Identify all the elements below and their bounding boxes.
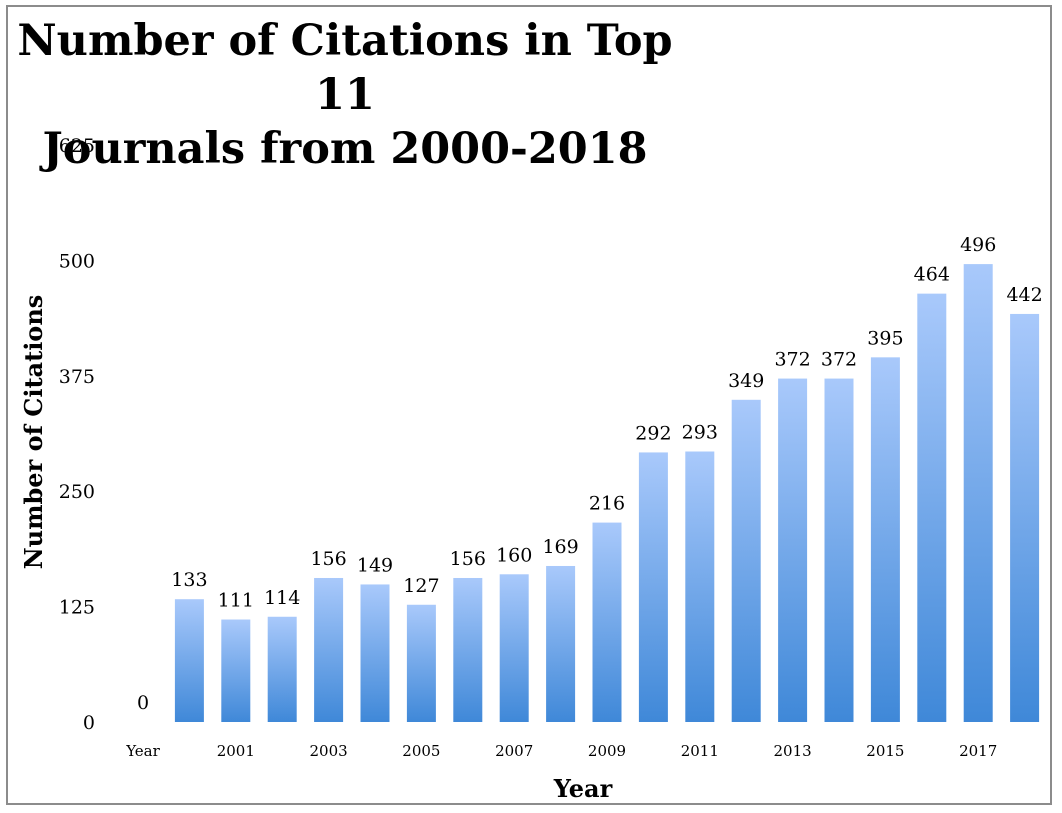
data-label-2013: 372 <box>774 349 810 371</box>
bar-2002 <box>267 616 297 722</box>
x-tick-label: Year <box>125 742 160 760</box>
bar-2001 <box>221 619 251 722</box>
data-label-Year: 0 <box>137 692 149 714</box>
x-tick-label: 2017 <box>959 742 997 760</box>
y-tick-label: 500 <box>59 250 95 272</box>
bar-2000 <box>174 599 204 722</box>
y-tick-label: 250 <box>59 481 95 503</box>
data-label-2011: 293 <box>682 422 718 444</box>
data-label-2015: 395 <box>867 327 903 349</box>
bar-2015 <box>870 357 900 722</box>
y-axis-ticks: 0 125 250 375 500 625 <box>59 135 95 734</box>
chart-title-line-1: Number of Citations in Top 11 <box>17 16 673 120</box>
bar-2010 <box>638 452 668 722</box>
chart-title: Number of Citations in Top 11 Journals f… <box>0 14 690 176</box>
bar-2017 <box>963 264 993 722</box>
data-label-2009: 216 <box>589 493 625 515</box>
data-labels: 0 133 111 114 156 149 127 156 160 169 216 292 293 349… <box>137 234 1043 714</box>
bars <box>174 264 1040 722</box>
data-label-2007: 160 <box>496 544 532 566</box>
data-label-2017: 496 <box>960 234 996 256</box>
bar-2013 <box>778 378 808 722</box>
bar-2005 <box>406 604 436 722</box>
y-tick-label: 125 <box>59 597 95 619</box>
data-label-2008: 169 <box>542 536 578 558</box>
data-label-2001: 111 <box>218 590 254 612</box>
y-tick-label: 375 <box>59 366 95 388</box>
x-tick-label: 2013 <box>774 742 812 760</box>
bar-2012 <box>731 399 761 722</box>
x-axis-ticks: Year 2001 2003 2005 2007 2009 2011 2013 2015 2017 <box>125 742 997 760</box>
y-tick-label: 0 <box>83 712 95 734</box>
x-axis-title: Year <box>553 774 613 803</box>
bar-2008 <box>546 565 576 722</box>
bar-2011 <box>685 451 715 722</box>
bar-2014 <box>824 378 854 722</box>
x-tick-label: 2005 <box>402 742 440 760</box>
data-label-2010: 292 <box>635 422 671 444</box>
bar-2003 <box>314 577 344 722</box>
x-tick-label: 2011 <box>681 742 719 760</box>
data-label-2005: 127 <box>403 575 439 597</box>
x-tick-label: 2001 <box>217 742 255 760</box>
bar-2016 <box>917 293 947 722</box>
data-label-2014: 372 <box>821 349 857 371</box>
y-axis-title: Number of Citations <box>19 295 48 570</box>
data-label-2003: 156 <box>310 548 346 570</box>
data-label-2016: 464 <box>914 264 950 286</box>
x-tick-label: 2007 <box>495 742 533 760</box>
y-tick-label: 625 <box>59 135 95 157</box>
bar-2006 <box>453 577 483 722</box>
bar-2007 <box>499 574 529 722</box>
x-tick-label: 2015 <box>866 742 904 760</box>
data-label-2018: 442 <box>1006 284 1042 306</box>
chart-title-line-2: Journals from 2000-2018 <box>42 124 648 174</box>
bar-2018 <box>1010 313 1040 722</box>
x-tick-label: 2009 <box>588 742 626 760</box>
bar-2004 <box>360 584 390 722</box>
data-label-2002: 114 <box>264 587 300 609</box>
data-label-2012: 349 <box>728 370 764 392</box>
data-label-2004: 149 <box>357 554 393 576</box>
x-tick-label: 2003 <box>310 742 348 760</box>
bar-2009 <box>592 522 622 722</box>
data-label-2000: 133 <box>171 569 207 591</box>
data-label-2006: 156 <box>450 548 486 570</box>
